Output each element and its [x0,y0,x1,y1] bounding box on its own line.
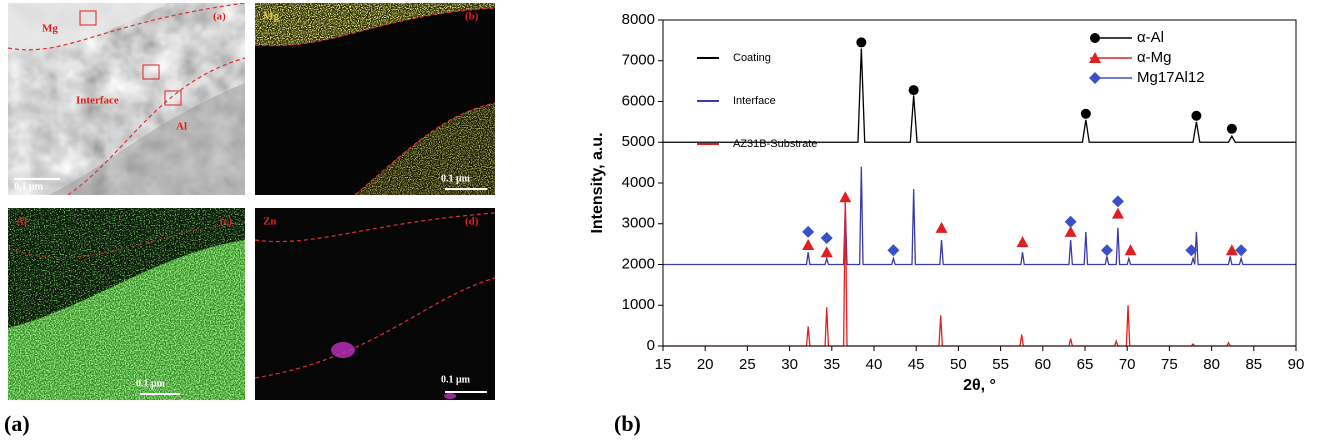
label: Al [16,216,27,228]
marker [935,221,948,233]
panel-tag: (a) [213,11,226,23]
y-tick-label: 3000 [622,215,655,232]
label: Mg [263,11,279,23]
series-line [663,48,1296,143]
marker [1111,195,1124,208]
y-axis-label: Intensity, a.u. [589,132,606,233]
x-tick-label: 15 [655,356,672,373]
legend-label: Interface [733,95,776,107]
caption: (a) [4,411,30,436]
label: Al [176,121,187,133]
marker [1185,244,1198,257]
x-tick-label: 25 [739,356,756,373]
x-axis-label: 2θ, ° [963,377,996,394]
y-tick-label: 6000 [622,92,655,109]
legend-label: Coating [733,52,771,64]
marker [1100,244,1113,257]
micrograph-a: Mg (a) Interface Al 0.1 μm [8,3,245,195]
marker [1080,108,1091,119]
x-tick-label: 65 [1077,356,1094,373]
marker [1124,244,1137,256]
marker [1064,215,1077,228]
x-tick-label: 55 [992,356,1009,373]
y-tick-label: 7000 [622,52,655,69]
x-tick-label: 60 [1034,356,1051,373]
marker [887,244,900,257]
marker [1064,225,1077,237]
marker [908,85,919,96]
marker [820,232,833,245]
label: Zn [263,216,276,228]
x-tick-label: 30 [781,356,798,373]
y-tick-label: 5000 [622,133,655,150]
marker [1226,123,1237,134]
y-tick-label: 4000 [622,174,655,191]
marker [802,238,815,250]
panel-tag: (c) [220,216,233,228]
marker [1016,236,1029,248]
scale-bar: 0.1 μm [441,374,471,385]
x-tick-label: 40 [866,356,883,373]
scale-bar: 0.1 μm [441,173,471,184]
marker [1090,33,1100,43]
caption: (b) [614,411,641,436]
marker [839,191,852,203]
marker [1089,52,1101,63]
marker [1089,72,1101,84]
micrograph-d: Zn (d) 0.1 μm [254,208,496,400]
x-tick-label: 70 [1119,356,1136,373]
x-tick-label: 45 [908,356,925,373]
y-tick-label: 1000 [622,296,655,313]
x-tick-label: 75 [1161,356,1178,373]
legend-label: AZ31B-Substrate [733,138,817,150]
marker [1191,110,1202,121]
marker [1111,207,1124,219]
micrograph-c: Al (c) 0.1 μm [8,208,245,400]
panel-tag: (b) [465,11,479,23]
legend-label: α-Mg [1137,49,1172,66]
y-tick-label: 8000 [622,11,655,28]
y-tick-label: 2000 [622,255,655,272]
x-tick-label: 85 [1245,356,1262,373]
scale-bar: 0.1 μm [14,181,44,192]
y-tick-label: 0 [647,337,655,354]
legend-label: Mg17Al12 [1137,69,1205,86]
marker [802,225,815,238]
marker [1235,244,1248,257]
x-tick-label: 80 [1203,356,1220,373]
panel-tag: (d) [465,216,479,228]
x-tick-label: 90 [1288,356,1305,373]
x-tick-label: 35 [823,356,840,373]
label: Mg [42,23,58,35]
marker [820,246,833,258]
scale-bar: 0.1 μm [136,378,166,389]
marker [856,37,867,48]
marker [1225,244,1238,256]
series-line [663,166,1296,266]
legend-label: α-Al [1137,29,1164,46]
x-tick-label: 50 [950,356,967,373]
micrograph-b: Mg (b) 0.1 μm [254,3,496,196]
plot-frame [662,19,1297,347]
x-tick-label: 20 [697,356,714,373]
label: Interface [76,95,119,107]
series-line [663,195,1296,347]
